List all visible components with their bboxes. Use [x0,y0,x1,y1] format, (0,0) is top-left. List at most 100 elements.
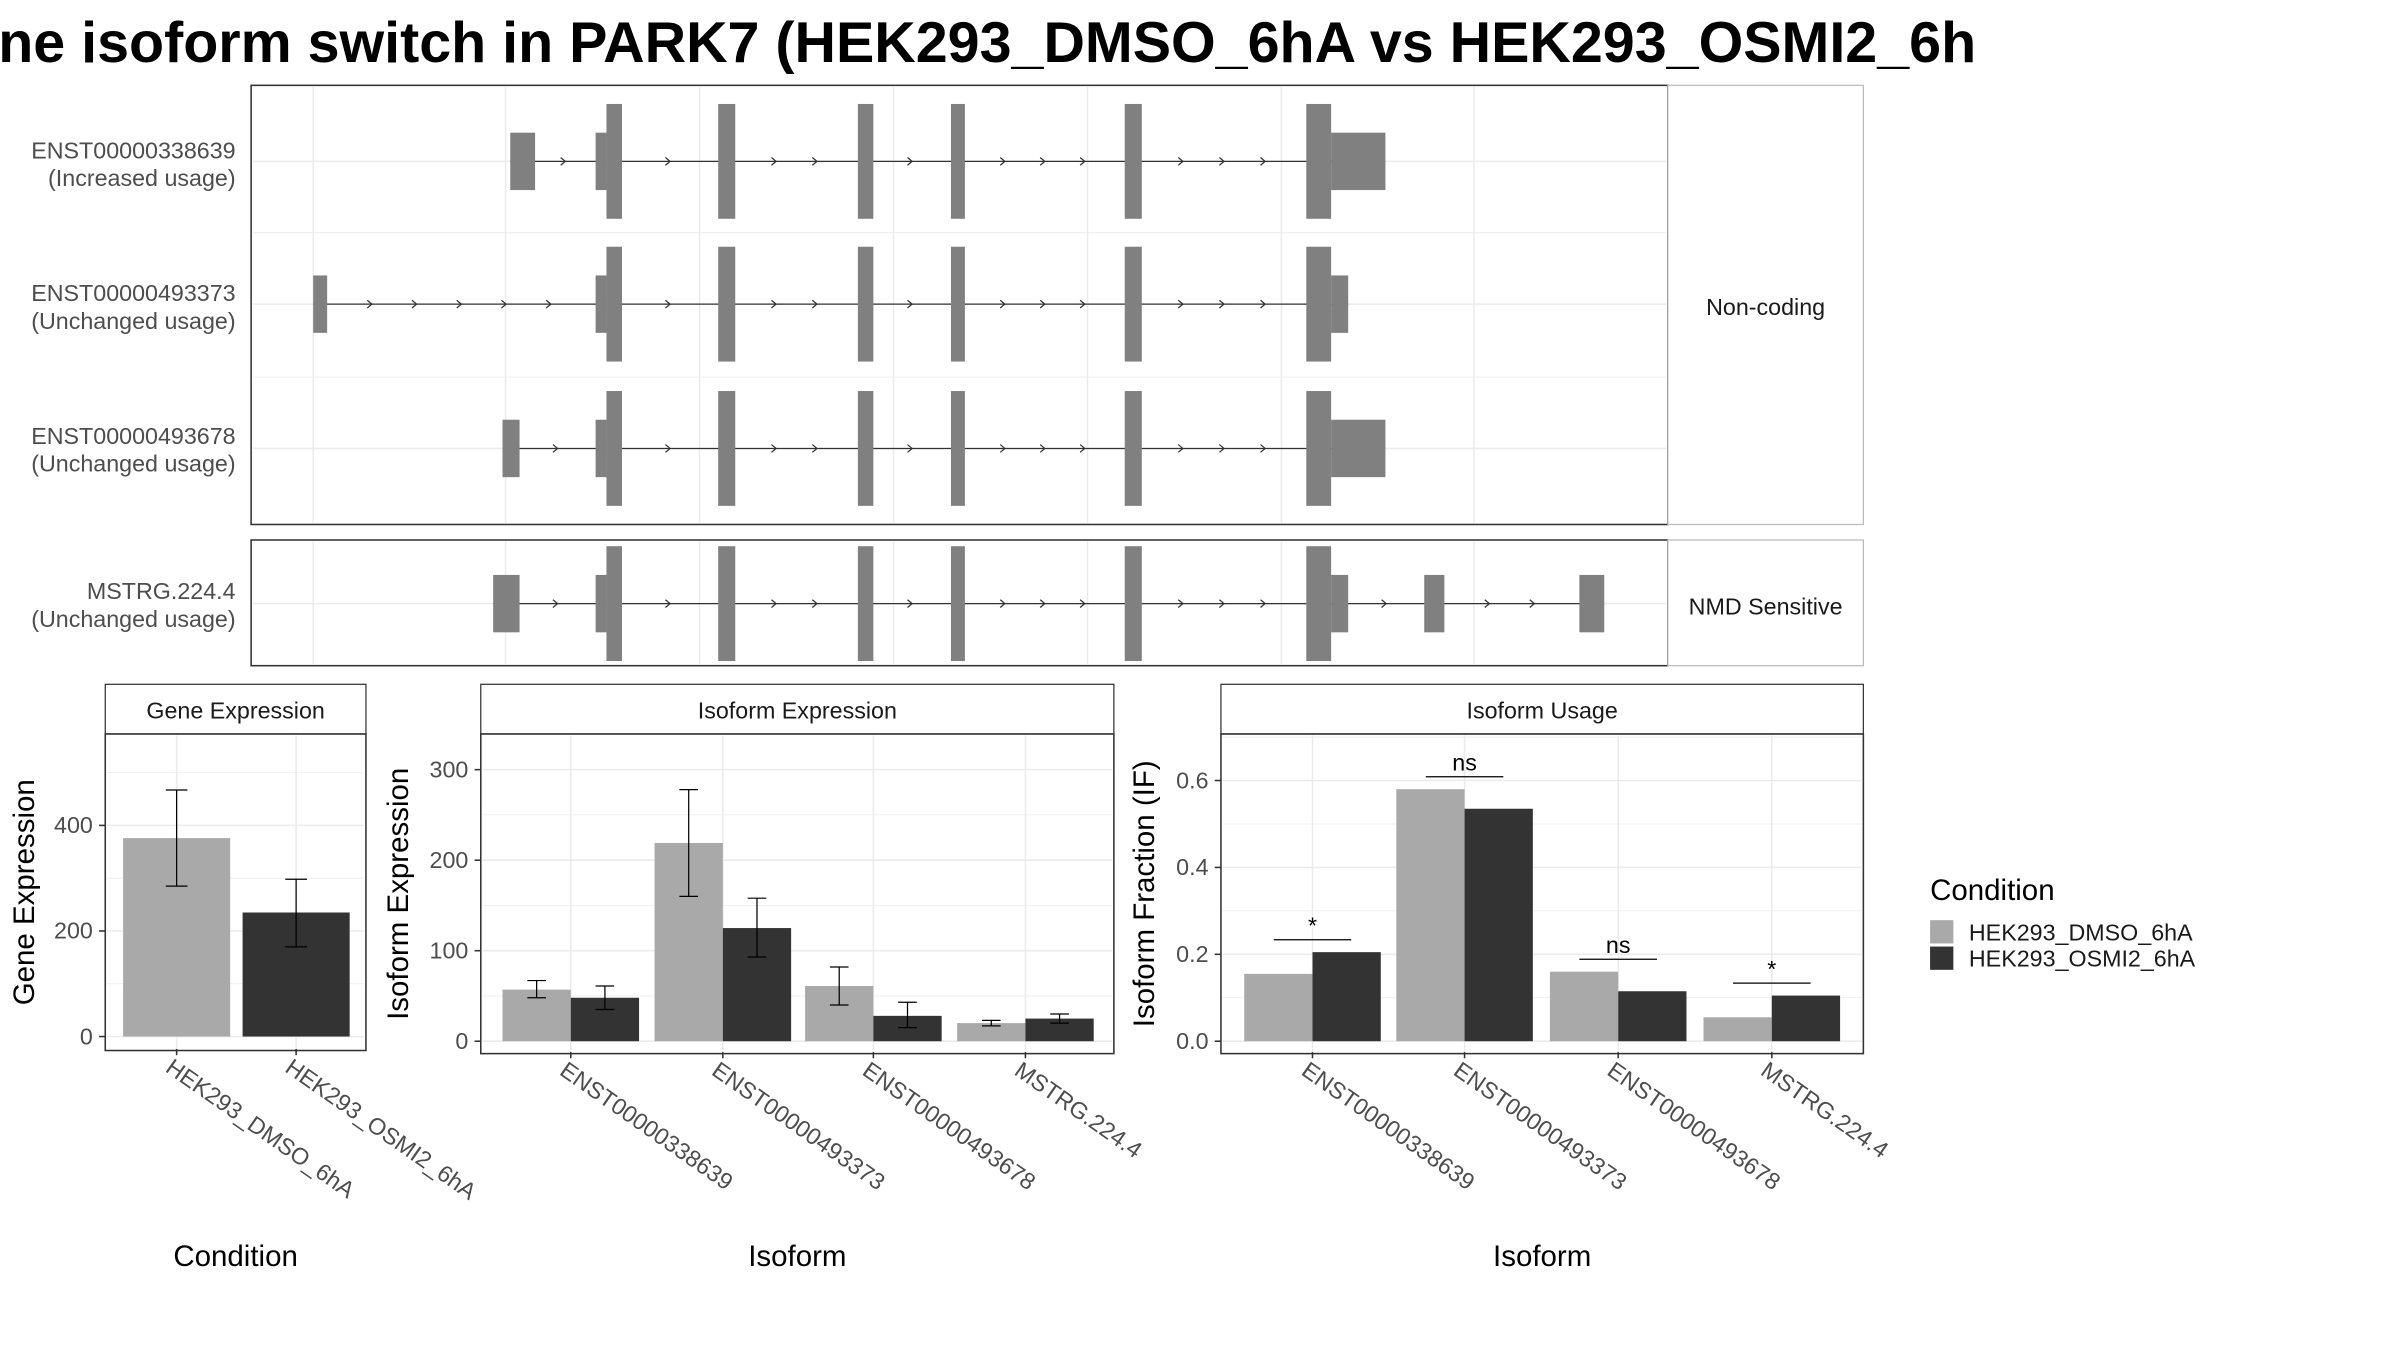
figure-title: ne isoform switch in PARK7 (HEK293_DMSO_… [0,11,1976,75]
intron-arrow-3-3-1 [771,599,778,608]
sig-label-1: ns [1452,750,1477,776]
exon-3-5 [950,546,965,662]
sig-label-2: ns [1606,932,1631,958]
intron-arrow-0-4-1 [907,157,914,166]
y-tick-label-1: 100 [430,937,469,963]
intron-arrow-0-6-3 [1260,157,1267,166]
intron-arrow-0-6-2 [1218,157,1226,166]
exon-3-6 [1124,546,1142,662]
exon-3-4 [857,546,874,662]
intron-arrow-0-5-3 [1079,157,1086,166]
intron-arrow-1-4-1 [907,299,914,309]
exon-2-7 [1306,391,1332,506]
legend-title: Condition [1930,874,2055,907]
x-tick-label-0: HEK293_DMSO_6hA [161,1053,360,1203]
intron-arrow-3-8-1 [1381,599,1388,608]
isoexp-bars [502,788,1094,1042]
intron-arrow-2-6-1 [1177,444,1184,453]
intron-arrow-1-0-3 [456,299,463,309]
usage-strip [1220,683,1864,735]
exon-2-1 [595,419,607,478]
intron-arrow-3-6-1 [1177,599,1184,608]
legend: Condition HEK293_DMSO_6hA HEK293_OSMI2_6… [1930,874,2196,972]
isoform-expression-chart: Isoform Expression 0 100 200 300 ENST000003… [382,683,1147,1273]
sig-label-3: * [1767,956,1776,982]
bar-s1-3 [1771,995,1841,1042]
exon-3-8 [1331,574,1349,633]
isoexp-x-axis-label: Isoform [748,1240,846,1273]
bar-s1-0 [1312,952,1381,1042]
intron-arrow-0-2-1 [665,157,672,166]
exon-3-10 [1579,574,1605,633]
bar-s0-2 [1549,971,1619,1042]
exon-1-7 [1306,246,1332,362]
intron-arrow-1-0-4 [501,299,508,309]
exon-2-2 [606,391,622,506]
intron-arrow-0-5-2 [1039,157,1046,166]
sig-label-0: * [1308,913,1317,939]
exon-0-4 [857,103,874,219]
exon-3-2 [606,546,622,662]
y-tick-label-0: 0 [455,1028,468,1054]
transcript-tracks [313,103,1605,662]
bar-s1-1 [1464,808,1533,1042]
intron-arrow-2-3-2 [811,444,818,453]
y-tick-label-1: 0.2 [1176,941,1208,967]
exon-2-5 [950,391,965,506]
bar-s1-2 [1618,991,1687,1042]
intron-arrow-0-3-2 [811,157,818,166]
intron-arrow-1-2-1 [665,299,672,309]
exon-1-5 [950,246,965,362]
exon-3-7 [1306,546,1332,662]
isoexp-y-ticks: 0 100 200 300 [430,756,481,1054]
y-tick-label-2: 200 [430,847,469,873]
facet-strip-1 [1667,84,1864,526]
exon-1-8 [1331,275,1349,333]
intron-arrow-3-5-2 [1039,599,1046,608]
usage-x-ticks: ENST00000338639ENST00000493373ENST000004… [1297,1052,1893,1195]
intron-arrow-2-6-2 [1218,444,1226,453]
bar-s1-3 [1025,1018,1094,1042]
bar-s0-1 [1396,789,1465,1042]
intron-arrow-0-0-1 [560,157,567,166]
y-tick-label-3: 300 [430,756,469,782]
exon-2-3 [718,391,736,506]
facet-strip-2 [1667,539,1864,667]
intron-arrow-1-3-1 [771,299,778,309]
facet-label-noncoding: Non-coding [1706,294,1825,320]
intron-arrow-1-0-1 [366,299,373,309]
intron-arrow-3-6-3 [1260,599,1267,608]
exon-0-8 [1331,132,1386,191]
exon-0-6 [1124,103,1142,219]
exon-2-4 [857,391,874,506]
usage-y-axis-label: Isoform Fraction (IF) [1128,760,1161,1027]
y-tick-label-3: 0.6 [1176,767,1208,793]
transcript-1-usage: (Increased usage) [48,165,236,191]
transcript-2-usage: (Unchanged usage) [31,308,235,334]
gene-plot-border [104,733,367,1052]
y-tick-label-2: 0.4 [1176,854,1208,880]
gene-strip [104,683,367,735]
intron-arrow-2-5-3 [1079,444,1086,453]
transcript-4-usage: (Unchanged usage) [31,606,235,632]
legend-key-osmi [1930,946,1954,970]
gene-bars [123,789,350,1037]
x-tick-label-3: MSTRG.224.4 [1010,1057,1147,1164]
exon-2-6 [1124,391,1142,506]
usage-gridlines [1222,735,1862,1053]
transcript-structure-plot: Non-coding NMD Sensitive ENST00000338639… [31,84,1864,667]
intron-arrow-1-6-3 [1260,299,1267,309]
y-tick-label-0: 0 [80,1023,93,1049]
intron-arrow-1-6-1 [1177,299,1184,309]
exon-0-7 [1306,103,1332,219]
y-tick-label-1: 200 [54,918,93,944]
isoexp-strip [480,683,1115,735]
exon-0-1 [595,132,607,191]
transcript-2-id: ENST00000493373 [31,280,235,306]
exon-1-2 [606,246,622,362]
intron-arrow-2-0-1 [552,444,559,453]
bar-s0-0 [1244,973,1313,1042]
intron-arrow-3-9-1 [1484,599,1491,608]
